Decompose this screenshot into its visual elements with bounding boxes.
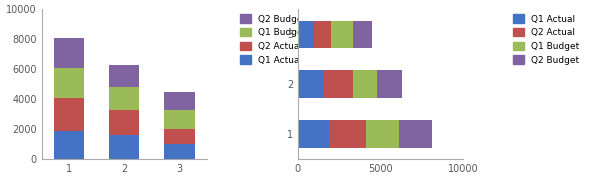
Bar [109,87,140,110]
Bar [377,70,402,98]
Bar [298,21,314,48]
Legend: Q1 Actual, Q2 Actual, Q1 Budget, Q2 Budget: Q1 Actual, Q2 Actual, Q1 Budget, Q2 Budg… [509,11,583,68]
Bar [329,120,366,148]
Bar [54,98,84,131]
Bar [399,120,432,148]
Bar [352,70,377,98]
Bar [109,65,140,87]
Legend: Q2 Budget, Q1 Budget, Q2 Actual, Q1 Actual: Q2 Budget, Q1 Budget, Q2 Actual, Q1 Actu… [236,11,310,68]
Bar [54,68,84,98]
Bar [165,129,195,144]
Bar [366,120,399,148]
Bar [331,21,352,48]
Bar [109,110,140,135]
Bar [165,92,195,110]
Bar [324,70,352,98]
Bar [314,21,331,48]
Bar [298,120,329,148]
Bar [165,110,195,129]
Bar [352,21,372,48]
Bar [109,135,140,159]
Bar [54,131,84,159]
Bar [298,70,324,98]
Bar [165,144,195,159]
Bar [54,38,84,68]
